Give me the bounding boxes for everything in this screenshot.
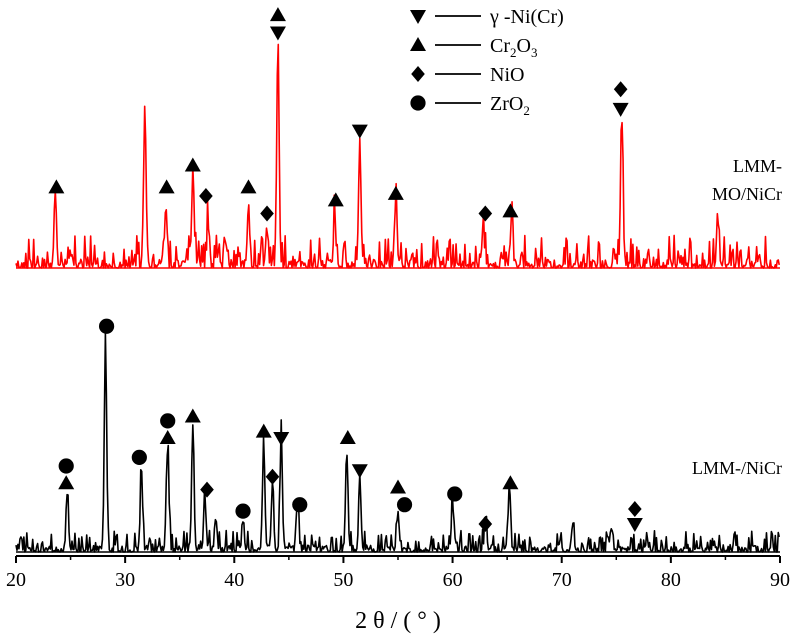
circle-marker (235, 503, 251, 519)
x-tick-label: 80 (661, 569, 681, 591)
x-axis-title: 2 θ / ( ° ) (355, 608, 441, 634)
triangle-up-marker (58, 475, 75, 490)
x-tick-label: 70 (552, 569, 572, 591)
triangle-up-marker (339, 430, 356, 445)
diamond-marker (200, 481, 214, 498)
circle-marker (160, 413, 176, 429)
x-tick-label: 90 (770, 569, 790, 591)
diamond-marker (613, 81, 628, 98)
legend-label: NiO (490, 64, 524, 86)
x-tick-label: 40 (224, 569, 244, 591)
series-trace-1 (15, 331, 781, 553)
diamond-marker (478, 205, 493, 222)
series-label-lmm-mo-nicr-line1: LMM- (733, 156, 782, 176)
circle-marker (447, 486, 463, 502)
triangle-down-marker (612, 102, 629, 117)
circle-marker (131, 449, 147, 465)
x-tick-label: 20 (6, 569, 26, 591)
legend: γ -Ni(Cr) Cr2O3 NiO ZrO2 (410, 6, 564, 118)
circle-marker (292, 497, 308, 513)
diamond-marker (199, 188, 213, 205)
legend-triangle-down-icon (410, 10, 426, 24)
triangle-up-marker (502, 475, 519, 490)
triangle-down-marker (351, 124, 368, 139)
triangle-up-marker (255, 423, 272, 438)
triangle-up-marker (327, 192, 344, 207)
triangle-down-marker (269, 26, 286, 41)
triangle-down-marker (351, 464, 368, 479)
triangle-up-marker (387, 185, 404, 200)
triangle-down-marker (626, 518, 643, 533)
triangle-down-marker (273, 432, 290, 447)
triangle-up-marker (184, 408, 201, 423)
diamond-marker (260, 205, 274, 222)
legend-label: Cr2O3 (490, 35, 537, 60)
triangle-up-marker (240, 179, 257, 194)
triangle-up-marker (502, 203, 519, 218)
circle-marker (396, 497, 413, 513)
triangle-up-marker (48, 179, 65, 194)
series-label-lmm-mo-nicr-line2: MO/NiCr (712, 184, 782, 204)
circle-marker (58, 458, 74, 474)
diamond-marker (265, 468, 280, 485)
x-tick-layer: 20 30 40 50 60 70 80 90 (6, 556, 790, 591)
triangle-up-marker (184, 157, 201, 172)
legend-label: γ -Ni(Cr) (489, 6, 564, 28)
phase-marker-layer (48, 7, 643, 533)
series-layer (15, 43, 781, 553)
diamond-marker (628, 501, 642, 517)
series-label-lmm-nicr: LMM-/NiCr (692, 458, 782, 478)
legend-circle-icon (410, 95, 426, 111)
diamond-marker (478, 516, 493, 533)
legend-triangle-up-icon (410, 37, 426, 51)
x-tick-label: 60 (443, 569, 463, 591)
x-tick-label: 30 (115, 569, 135, 591)
triangle-up-marker (390, 479, 406, 494)
triangle-up-marker (159, 430, 176, 445)
triangle-up-marker (269, 7, 286, 22)
circle-marker (98, 318, 115, 334)
legend-label: ZrO2 (490, 93, 530, 118)
legend-diamond-icon (411, 66, 425, 82)
series-trace-0 (15, 43, 781, 269)
x-tick-label: 50 (333, 569, 353, 591)
triangle-up-marker (158, 179, 175, 194)
